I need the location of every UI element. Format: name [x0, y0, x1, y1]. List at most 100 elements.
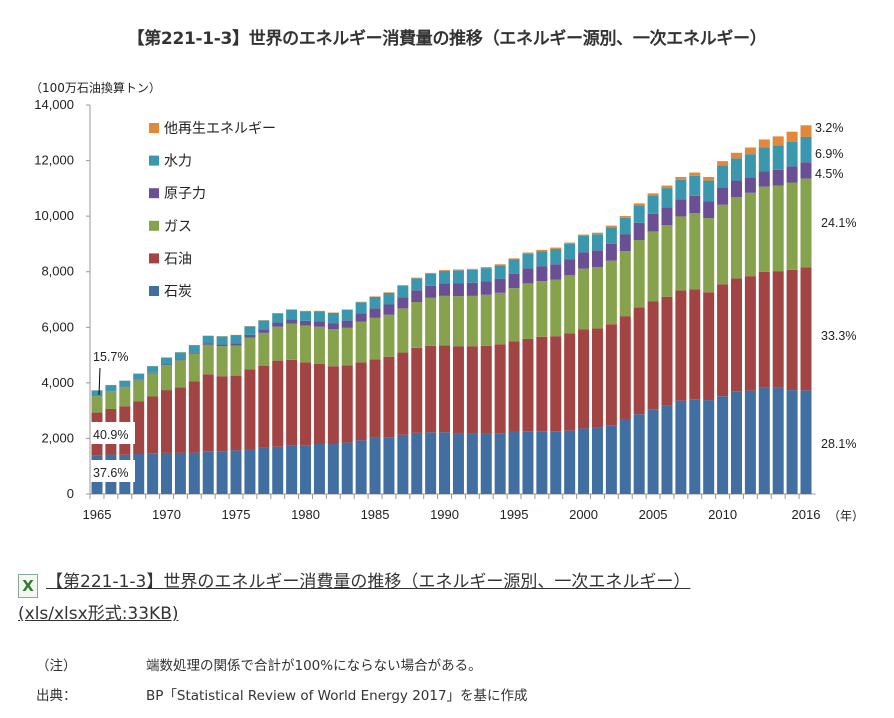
annotations: 37.6% 40.9% 15.7% 3.2% 6.9% 4.5% 24.1% 33.3% 28.… [91, 121, 856, 482]
bar-segment [619, 216, 631, 218]
bar-segment [508, 288, 520, 342]
bar-segment [564, 259, 576, 276]
bar-segment [161, 365, 173, 391]
bar-segment [591, 232, 603, 235]
bar-segment [147, 372, 159, 374]
bar-segment [786, 141, 798, 167]
bar-segment [550, 264, 562, 280]
bar-segment [300, 445, 312, 494]
bar-segment [258, 329, 270, 333]
bar-segment [591, 328, 603, 428]
bar-segment [452, 296, 464, 347]
bar-segment [661, 185, 673, 189]
bar-segment [619, 418, 631, 494]
bar-segment [355, 362, 367, 441]
bar-segment [452, 270, 464, 284]
bar-segment [578, 329, 590, 429]
bar-segment [174, 360, 186, 388]
bar-segment [494, 433, 506, 494]
bar-segment [758, 271, 770, 388]
x-tick-label: 1995 [500, 507, 529, 522]
bar-segment [188, 381, 200, 453]
bar-segment [605, 324, 617, 426]
bar-segment [689, 289, 701, 400]
x-tick-label: 1980 [291, 507, 320, 522]
bar-segment [717, 396, 729, 494]
bar-segment [508, 431, 520, 494]
bar-segment [300, 362, 312, 446]
bar-segment [147, 373, 159, 397]
bar-segment [689, 175, 701, 196]
x-tick-label: 1985 [361, 507, 390, 522]
bar-segment [230, 343, 242, 346]
bar-segment [439, 295, 451, 346]
bar-segment [633, 222, 645, 241]
bar-segment [494, 264, 506, 266]
bar-segment [397, 352, 409, 435]
bar-segment [744, 390, 756, 494]
annotation-2016-label: 3.2% [815, 121, 844, 135]
legend-label: 他再生エネルギー [164, 121, 276, 137]
bar-segment [425, 285, 437, 298]
bar-segment [758, 147, 770, 172]
x-tick-label: 2005 [639, 507, 668, 522]
bar-segment [466, 346, 478, 434]
bar-segment [147, 366, 159, 373]
annotation-1965-label: 40.9% [93, 428, 128, 442]
bar-segment [494, 278, 506, 293]
annotation-bg [91, 460, 135, 482]
bar-segment [800, 125, 812, 137]
annotation-1965-label: 15.7% [93, 350, 128, 364]
bar-segment [313, 363, 325, 444]
download-link-title[interactable]: 【第221-1-3】世界のエネルギー消費量の推移（エネルギー源別、一次エネルギー… [46, 572, 691, 592]
bar-segment [578, 236, 590, 253]
bar-segment [550, 247, 562, 249]
bar-segment [494, 292, 506, 345]
bar-segment [258, 365, 270, 448]
bar-segment [633, 203, 645, 206]
bar-segment [564, 333, 576, 431]
bar-segment [286, 445, 298, 494]
bar-segment [619, 217, 631, 235]
legend-label: 石油 [164, 251, 192, 267]
bar-segment [730, 152, 742, 159]
legend-label: 石炭 [164, 284, 192, 300]
bar-segment [536, 281, 548, 337]
bar-segment [522, 283, 534, 339]
bar-segment [689, 172, 701, 176]
bar-segment [188, 353, 200, 382]
bar-segment [147, 453, 159, 494]
bar-segment [633, 205, 645, 223]
bar-segment [272, 360, 284, 447]
y-tick-label: 6,000 [41, 319, 74, 334]
bar-segment [341, 309, 353, 321]
bar-segment [369, 308, 381, 318]
bar-segment [202, 344, 214, 375]
bar-segment [383, 437, 395, 494]
bar-segment [369, 437, 381, 494]
bar-segment [286, 323, 298, 360]
download-link-format[interactable]: (xls/xlsx形式:33KB) [18, 604, 179, 624]
bar-segment [133, 379, 145, 381]
x-tick-label: 2016 [792, 507, 821, 522]
bar-segment [300, 325, 312, 363]
excel-file-icon[interactable]: X [18, 574, 38, 598]
bar-segment [119, 380, 131, 387]
bar-segment [647, 193, 659, 196]
bar-segment [147, 396, 159, 454]
bar-segment [800, 390, 812, 494]
legend-label: ガス [164, 219, 192, 235]
bar-segment [272, 446, 284, 494]
bar-segment [480, 433, 492, 494]
bar-segment [188, 452, 200, 494]
bar-segment [202, 335, 214, 344]
bar-segment [230, 335, 242, 344]
x-tick-label: 1975 [222, 507, 251, 522]
bar-segment [286, 309, 298, 320]
bar-segment [480, 281, 492, 295]
bar-segment [550, 248, 562, 265]
bar-segment [591, 266, 603, 329]
bar-segment [661, 405, 673, 494]
bar-segment [772, 169, 784, 186]
